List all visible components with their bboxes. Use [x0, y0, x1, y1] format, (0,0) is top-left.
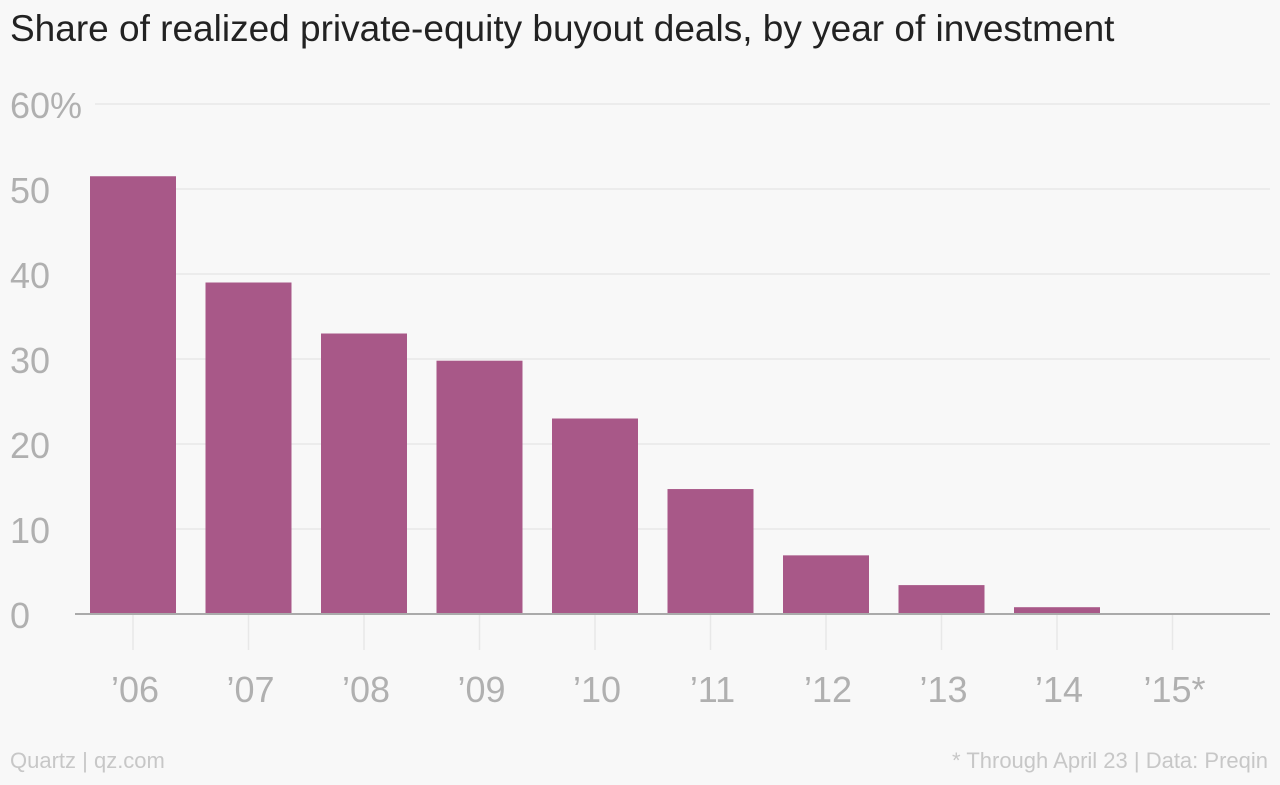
x-tick-label: ’12: [804, 669, 852, 710]
footer-note: * Through April 23 | Data: Preqin: [952, 748, 1268, 773]
bar: [90, 176, 176, 614]
bar: [1014, 607, 1100, 614]
x-tick-label: ’14: [1035, 669, 1083, 710]
x-tick-label: ’15*: [1143, 669, 1205, 710]
bar: [898, 585, 985, 614]
bar: [205, 282, 292, 614]
y-tick-label: 10: [10, 510, 50, 551]
y-tick-label: 30: [10, 340, 50, 381]
x-tick-label: ’13: [919, 669, 967, 710]
chart-title: Share of realized private-equity buyout …: [10, 8, 1115, 49]
y-tick-labels: 0 10 20 30 40 50 60%: [10, 85, 82, 636]
x-ticks: [132, 614, 1174, 650]
x-tick-label: ’06: [111, 669, 159, 710]
y-tick-label: 20: [10, 425, 50, 466]
bar: [667, 489, 754, 614]
footer-source-brand: Quartz | qz.com: [10, 748, 165, 773]
bars: [90, 176, 1100, 614]
y-tick-label: 0: [10, 595, 30, 636]
bar: [436, 360, 523, 614]
y-tick-label: 50: [10, 170, 50, 211]
x-tick-label: ’09: [457, 669, 505, 710]
y-tick-label: 60%: [10, 85, 82, 126]
x-tick-label: ’08: [342, 669, 390, 710]
x-tick-labels: ’06 ’07 ’08 ’09 ’10 ’11 ’12 ’13 ’14 ’15*: [111, 669, 1206, 710]
bar: [321, 333, 407, 614]
x-tick-label: ’10: [573, 669, 621, 710]
bar: [783, 555, 869, 614]
bar: [552, 418, 638, 614]
y-tick-label: 40: [10, 255, 50, 296]
x-tick-label: ’07: [226, 669, 274, 710]
x-tick-label: ’11: [690, 669, 735, 710]
